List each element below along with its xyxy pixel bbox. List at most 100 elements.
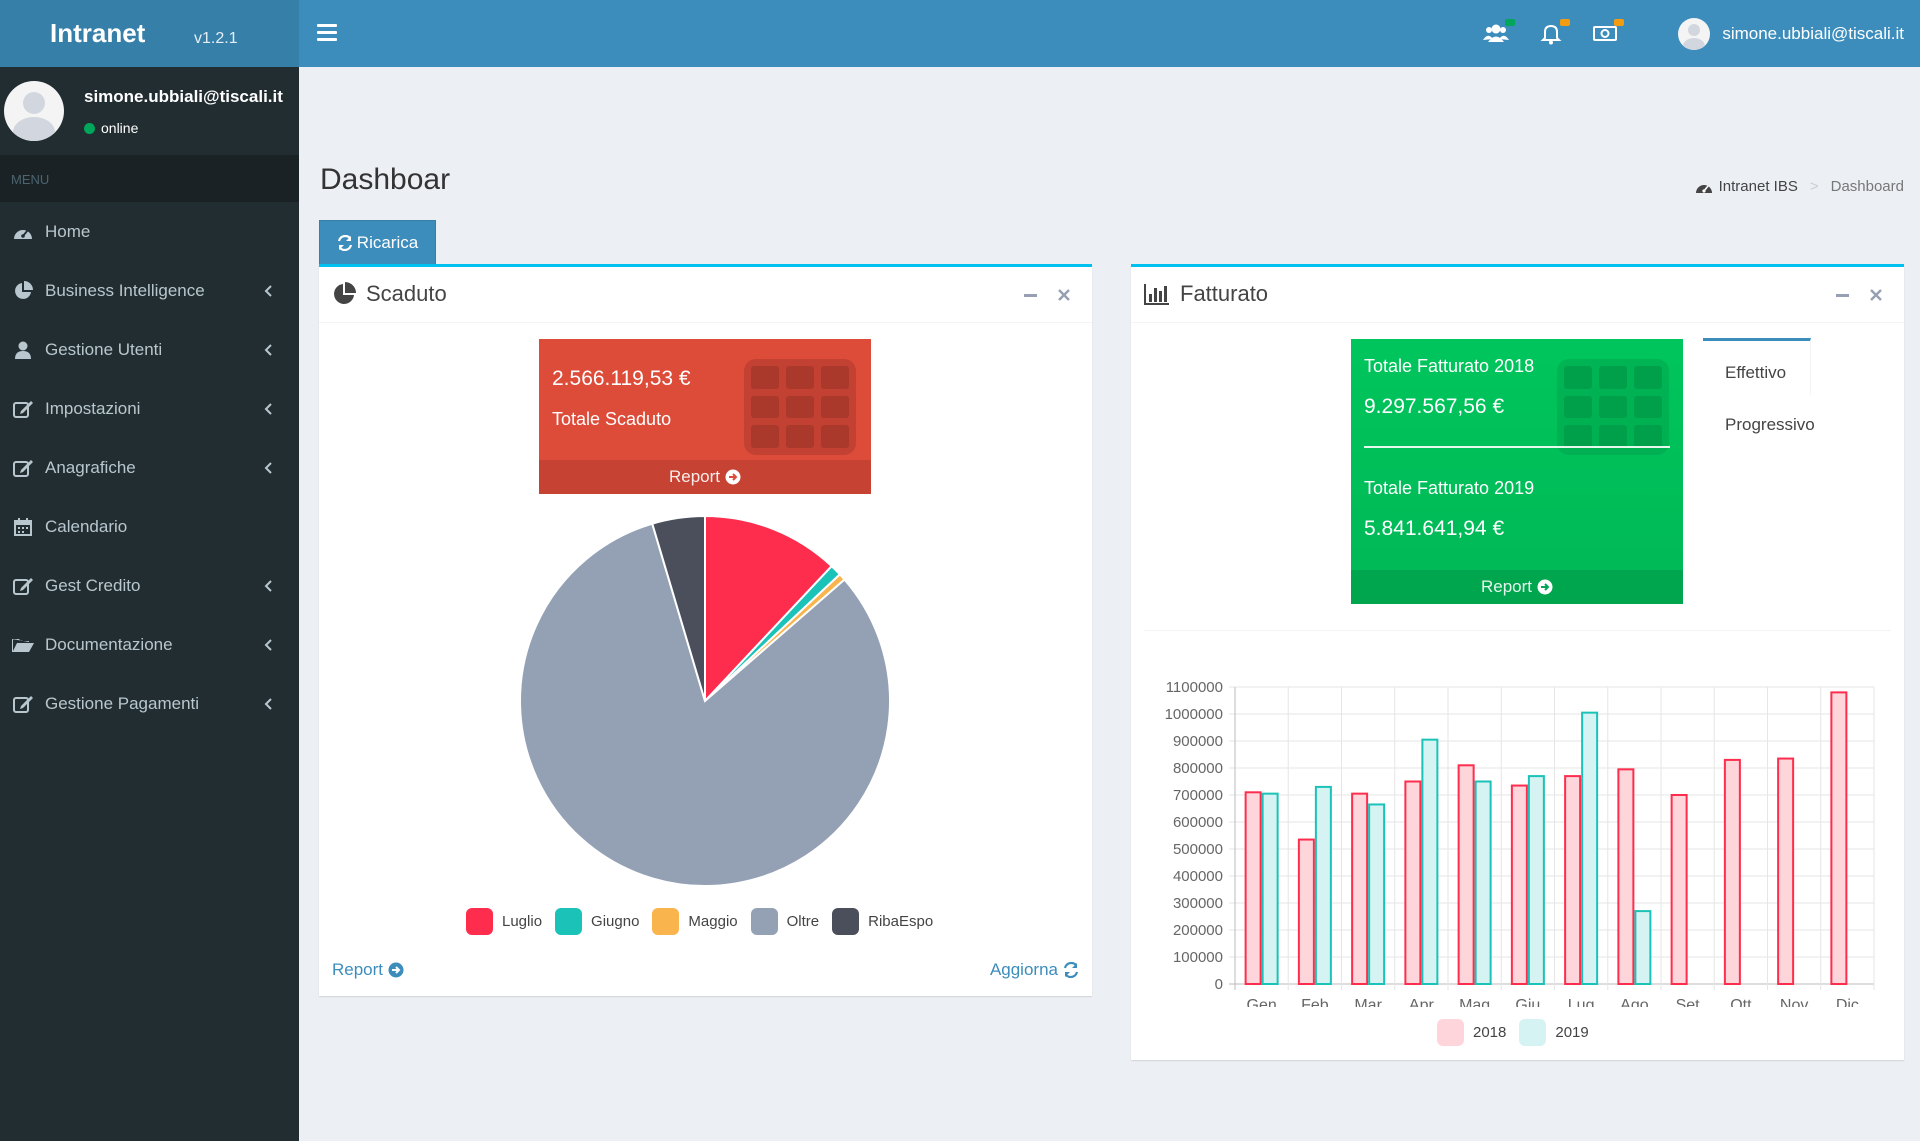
close-icon[interactable] [1866, 285, 1886, 305]
sidebar-item-label: Gestione Utenti [45, 339, 163, 359]
fatturato-report-link[interactable]: Report [1351, 570, 1683, 604]
y-tick-label: 1000000 [1165, 706, 1223, 723]
bar-2019-giu[interactable] [1527, 775, 1545, 985]
bar-2018-ott[interactable] [1723, 758, 1741, 986]
x-tick-label: Gen [1247, 997, 1277, 1007]
sidebar-item-anagrafiche[interactable]: Anagrafiche [0, 438, 299, 497]
folder-open-icon [12, 635, 34, 655]
bar-2019-mag[interactable] [1474, 780, 1492, 985]
refresh-icon [337, 234, 352, 251]
brand-name: Intranet [50, 18, 146, 48]
sidebar-item-impostazioni[interactable]: Impostazioni [0, 379, 299, 438]
close-icon[interactable] [1054, 285, 1074, 305]
scaduto-report-link[interactable]: Report [539, 460, 871, 494]
users-icon[interactable] [1481, 18, 1515, 48]
fatturato-title: Fatturato [1180, 281, 1269, 306]
scaduto-footer-report-link[interactable]: Report [332, 960, 404, 980]
tab-effettivo-label: Effettivo [1725, 363, 1787, 382]
logo[interactable]: Intranet v1.2.1 [0, 0, 299, 67]
chevron-left-icon [264, 696, 273, 710]
bell-icon[interactable] [1536, 18, 1570, 48]
bar-2018-mar[interactable] [1351, 792, 1369, 985]
tab-progressivo[interactable]: Progressivo [1703, 395, 1903, 452]
sidebar-item-calendario[interactable]: Calendario [0, 497, 299, 556]
legend-item-luglio[interactable]: Luglio [466, 908, 542, 935]
bar-2018-apr[interactable] [1404, 780, 1422, 985]
minimize-icon[interactable] [1832, 285, 1852, 305]
bar-2018-mag[interactable] [1457, 764, 1475, 985]
dashboard-icon [1695, 184, 1712, 193]
scaduto-refresh-link[interactable]: Aggiorna [990, 960, 1079, 980]
pie-slice-luglio[interactable] [704, 514, 834, 704]
reload-button-label: Ricarica [356, 232, 419, 252]
x-tick-label: Nov [1780, 997, 1808, 1007]
sidebar-item-business-intelligence[interactable]: Business Intelligence [0, 261, 299, 320]
x-tick-label: Giu [1515, 997, 1540, 1007]
reload-button[interactable]: Ricarica [319, 220, 436, 265]
sidebar-item-label: Anagrafiche [45, 457, 136, 477]
sidebar-item-home[interactable]: Home [0, 202, 299, 261]
fatturato-box: Fatturato Totale Fatturato 2018 9.297.56… [1131, 264, 1904, 1060]
bar-2019-apr[interactable] [1421, 738, 1439, 986]
user-avatar [4, 81, 64, 141]
chevron-left-icon [264, 637, 273, 651]
bar-2019-ago[interactable] [1634, 910, 1652, 986]
legend-item-giugno[interactable]: Giugno [555, 908, 639, 935]
y-tick-label: 400000 [1173, 868, 1223, 885]
breadcrumb-home[interactable]: Intranet IBS [1718, 178, 1798, 195]
sidebar: simone.ubbiali@tiscali.it online MENU Ho… [0, 67, 299, 1141]
bar-2018-nov[interactable] [1777, 757, 1795, 985]
bar-2019-gen[interactable] [1261, 792, 1279, 985]
sidebar-item-documentazione[interactable]: Documentazione [0, 615, 299, 674]
bar-2019-lug[interactable] [1581, 711, 1599, 986]
legend-item-ribaespo[interactable]: RibaEspo [832, 908, 933, 935]
y-tick-label: 700000 [1173, 787, 1223, 804]
legend-item-maggio[interactable]: Maggio [652, 908, 738, 935]
avatar [1678, 18, 1711, 50]
legend-item-2019[interactable]: 2019 [1519, 1019, 1589, 1046]
bar-2019-feb[interactable] [1314, 785, 1332, 985]
legend-label: 2019 [1555, 1024, 1589, 1041]
sidebar-toggle-icon[interactable] [317, 20, 337, 44]
scaduto-box-header: Scaduto [319, 267, 1092, 323]
fatturato-2018-value: 9.297.567,56 € [1364, 395, 1505, 418]
legend-item-oltre[interactable]: Oltre [750, 908, 819, 935]
pie-slice-ribaespo[interactable] [651, 514, 706, 702]
chevron-left-icon [264, 342, 273, 356]
sidebar-item-gest-credito[interactable]: Gest Credito [0, 556, 299, 615]
user-menu[interactable]: simone.ubbiali@tiscali.it [1678, 18, 1904, 50]
minimize-icon[interactable] [1020, 285, 1040, 305]
pie-legend: Luglio Giugno Maggio Oltre RibaEspo [466, 908, 946, 935]
bar-2018-feb[interactable] [1297, 838, 1315, 985]
money-badge [1614, 19, 1624, 26]
legend-label: Luglio [502, 913, 543, 930]
x-tick-label: Mag [1459, 997, 1490, 1007]
user-icon [12, 340, 34, 360]
money-icon[interactable] [1590, 18, 1624, 48]
sidebar-item-gestione-utenti[interactable]: Gestione Utenti [0, 320, 299, 379]
tab-progressivo-label: Progressivo [1725, 415, 1815, 434]
arrow-circle-right-icon [388, 962, 404, 978]
page-title: Dashboar [320, 163, 451, 196]
x-tick-label: Lug [1568, 997, 1595, 1007]
bar-2018-lug[interactable] [1564, 775, 1582, 985]
refresh-icon [1063, 962, 1079, 978]
legend-item-2018[interactable]: 2018 [1437, 1019, 1506, 1046]
tab-effettivo[interactable]: Effettivo [1703, 338, 1811, 395]
fatturato-2019-value: 5.841.641,94 € [1364, 517, 1505, 540]
pie-slice-oltre[interactable] [519, 522, 891, 887]
y-tick-label: 300000 [1173, 895, 1223, 912]
arrow-circle-right-icon [1537, 579, 1553, 595]
y-tick-label: 800000 [1173, 760, 1223, 777]
scaduto-total-box: 2.566.119,53 € Totale Scaduto Report [539, 339, 871, 494]
bar-2018-giu[interactable] [1510, 784, 1528, 985]
bell-badge [1560, 19, 1570, 26]
bar-2018-set[interactable] [1670, 794, 1688, 985]
bar-2018-dic[interactable] [1830, 691, 1848, 986]
sidebar-item-gestione-pagamenti[interactable]: Gestione Pagamenti [0, 674, 299, 733]
bar-2019-mar[interactable] [1368, 803, 1386, 985]
bar-2018-ago[interactable] [1617, 768, 1635, 985]
fatturato-2018-label: Totale Fatturato 2018 [1364, 356, 1535, 376]
breadcrumb: Intranet IBS > Dashboard [1695, 178, 1904, 195]
bar-2018-gen[interactable] [1244, 791, 1262, 985]
